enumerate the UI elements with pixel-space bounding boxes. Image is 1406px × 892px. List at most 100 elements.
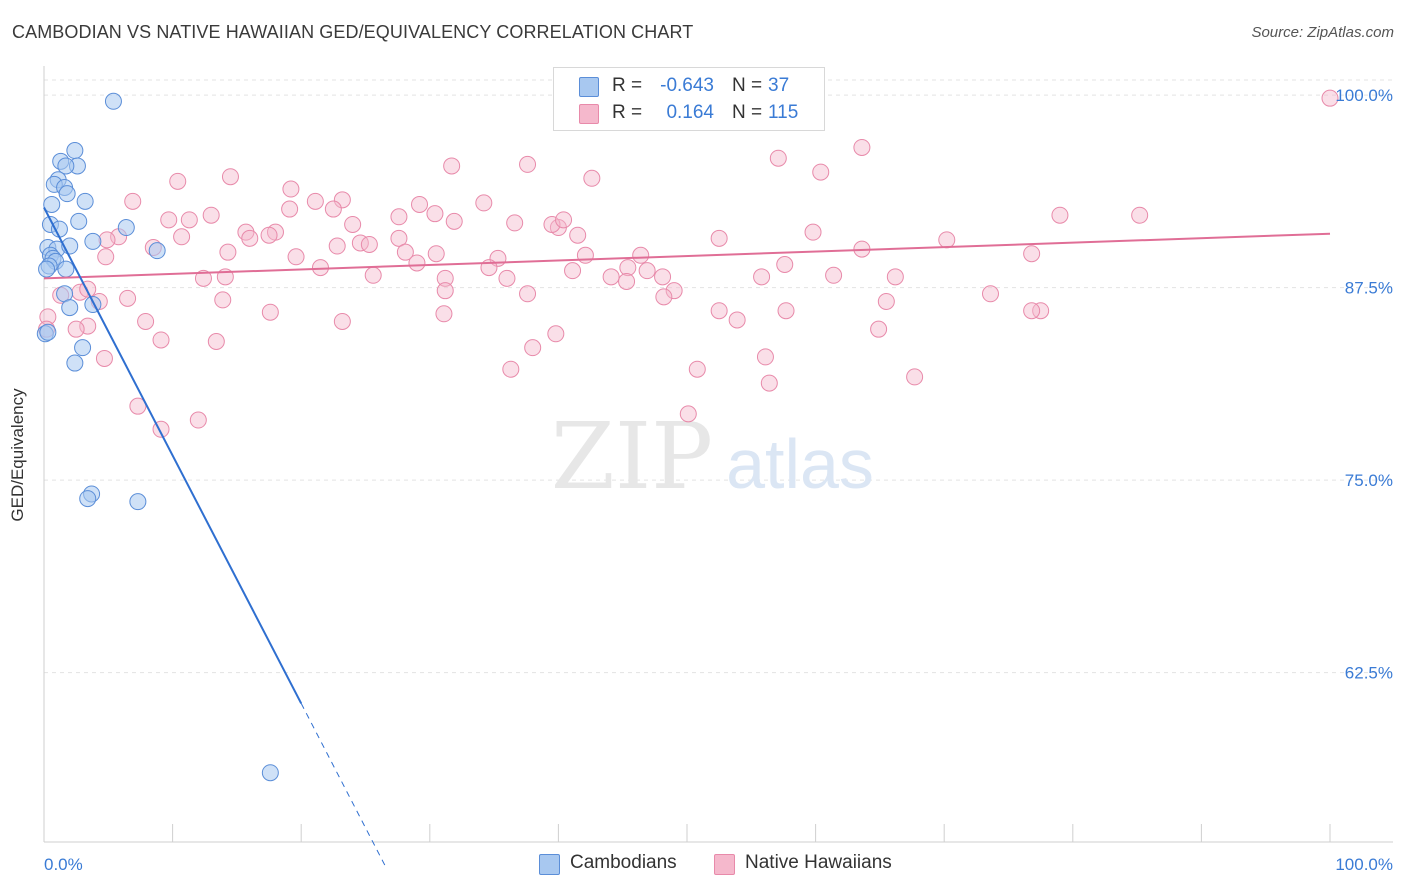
watermark-zip: ZIP: [551, 403, 713, 510]
data-point-native-hawaiians: [427, 245, 445, 263]
y-tick-label: 100.0%: [1335, 86, 1393, 105]
data-point-native-hawaiians: [281, 200, 299, 218]
legend-row-native-hawaiians: R = 0.164 N = 115: [554, 101, 824, 127]
data-point-native-hawaiians: [555, 211, 573, 229]
data-point-native-hawaiians: [436, 282, 454, 300]
data-point-native-hawaiians: [445, 212, 463, 230]
data-point-native-hawaiians: [812, 163, 830, 181]
data-point-cambodians: [104, 92, 122, 110]
data-point-native-hawaiians: [519, 285, 537, 303]
data-point-native-hawaiians: [328, 237, 346, 255]
series-native-hawaiians: [38, 89, 1339, 438]
data-point-native-hawaiians: [753, 268, 771, 286]
legend-n-label: N =: [732, 102, 763, 123]
data-point-native-hawaiians: [436, 269, 454, 287]
data-point-native-hawaiians: [306, 192, 324, 210]
data-point-native-hawaiians: [189, 411, 207, 429]
data-point-native-hawaiians: [95, 349, 113, 367]
data-point-native-hawaiians: [602, 268, 620, 286]
data-point-cambodians: [43, 195, 61, 213]
data-point-native-hawaiians: [241, 229, 259, 247]
data-point-native-hawaiians: [443, 157, 461, 175]
data-point-cambodians: [58, 185, 76, 203]
data-point-native-hawaiians: [632, 246, 650, 264]
trend-line-cambodians-extension: [300, 703, 386, 866]
data-point-native-hawaiians: [1023, 245, 1041, 263]
data-point-cambodians: [117, 219, 135, 237]
data-point-native-hawaiians: [506, 214, 524, 232]
legend-r-value: 0.164: [666, 102, 714, 123]
trend-line-native-hawaiians: [43, 232, 1331, 280]
data-point-native-hawaiians: [886, 268, 904, 286]
data-point-native-hawaiians: [137, 312, 155, 330]
data-point-native-hawaiians: [221, 168, 239, 186]
data-point-native-hawaiians: [333, 191, 351, 209]
data-point-native-hawaiians: [498, 269, 516, 287]
data-point-native-hawaiians: [777, 302, 795, 320]
data-point-native-hawaiians: [981, 285, 999, 303]
data-point-cambodians: [50, 220, 68, 238]
data-point-native-hawaiians: [756, 348, 774, 366]
data-point-native-hawaiians: [938, 231, 956, 249]
chart-title: CAMBODIAN VS NATIVE HAWAIIAN GED/EQUIVAL…: [12, 22, 694, 42]
data-point-native-hawaiians: [408, 254, 426, 272]
data-point-native-hawaiians: [1321, 89, 1339, 107]
x-tick-label: 100.0%: [1335, 855, 1393, 874]
trend-lines: [43, 207, 1331, 866]
data-point-cambodians: [84, 232, 102, 250]
series-cambodians: [36, 92, 279, 782]
axes: [43, 66, 1393, 843]
data-point-native-hawaiians: [390, 229, 408, 247]
data-point-cambodians: [61, 299, 79, 317]
data-point-native-hawaiians: [475, 194, 493, 212]
data-point-native-hawaiians: [524, 339, 542, 357]
data-point-cambodians: [66, 354, 84, 372]
bottom-legend-swatch-cambodians: [539, 854, 560, 875]
data-point-native-hawaiians: [160, 211, 178, 229]
data-point-cambodians: [39, 323, 57, 341]
data-point-native-hawaiians: [173, 228, 191, 246]
data-point-native-hawaiians: [870, 320, 888, 338]
legend-row-cambodians: R = -0.643 N = 37: [554, 74, 824, 100]
data-point-native-hawaiians: [688, 360, 706, 378]
data-point-native-hawaiians: [1023, 302, 1041, 320]
data-point-native-hawaiians: [502, 360, 520, 378]
data-point-native-hawaiians: [825, 266, 843, 284]
data-point-native-hawaiians: [1131, 206, 1149, 224]
data-point-native-hawaiians: [426, 205, 444, 223]
data-point-cambodians: [70, 212, 88, 230]
y-tick-label: 62.5%: [1345, 664, 1393, 683]
data-point-native-hawaiians: [129, 397, 147, 415]
data-point-native-hawaiians: [710, 302, 728, 320]
data-point-native-hawaiians: [769, 149, 787, 167]
data-point-native-hawaiians: [564, 262, 582, 280]
data-point-cambodians: [57, 157, 75, 175]
data-point-native-hawaiians: [1051, 206, 1069, 224]
x-tick-label: 0.0%: [44, 855, 83, 874]
data-point-cambodians: [129, 493, 147, 511]
data-point-native-hawaiians: [665, 282, 683, 300]
data-point-native-hawaiians: [569, 226, 587, 244]
data-point-native-hawaiians: [282, 180, 300, 198]
legend-n-value: 115: [768, 102, 799, 123]
data-point-native-hawaiians: [853, 138, 871, 156]
data-point-native-hawaiians: [364, 266, 382, 284]
data-point-native-hawaiians: [547, 325, 565, 343]
legend-r-value: -0.643: [660, 75, 714, 96]
data-point-cambodians: [76, 192, 94, 210]
data-point-native-hawaiians: [207, 333, 225, 350]
data-point-native-hawaiians: [618, 272, 636, 290]
data-point-native-hawaiians: [435, 305, 453, 323]
data-point-native-hawaiians: [519, 155, 537, 173]
legend-r-label: R =: [612, 102, 643, 123]
legend-swatch-cambodians: [579, 77, 599, 97]
data-point-native-hawaiians: [804, 223, 822, 241]
data-point-native-hawaiians: [324, 200, 342, 218]
legend-n-value: 37: [768, 75, 790, 96]
data-point-native-hawaiians: [351, 234, 369, 252]
data-point-native-hawaiians: [152, 331, 170, 349]
data-point-cambodians: [66, 142, 84, 160]
data-point-native-hawaiians: [776, 256, 794, 273]
data-point-native-hawaiians: [583, 169, 601, 187]
data-point-cambodians: [79, 490, 97, 508]
